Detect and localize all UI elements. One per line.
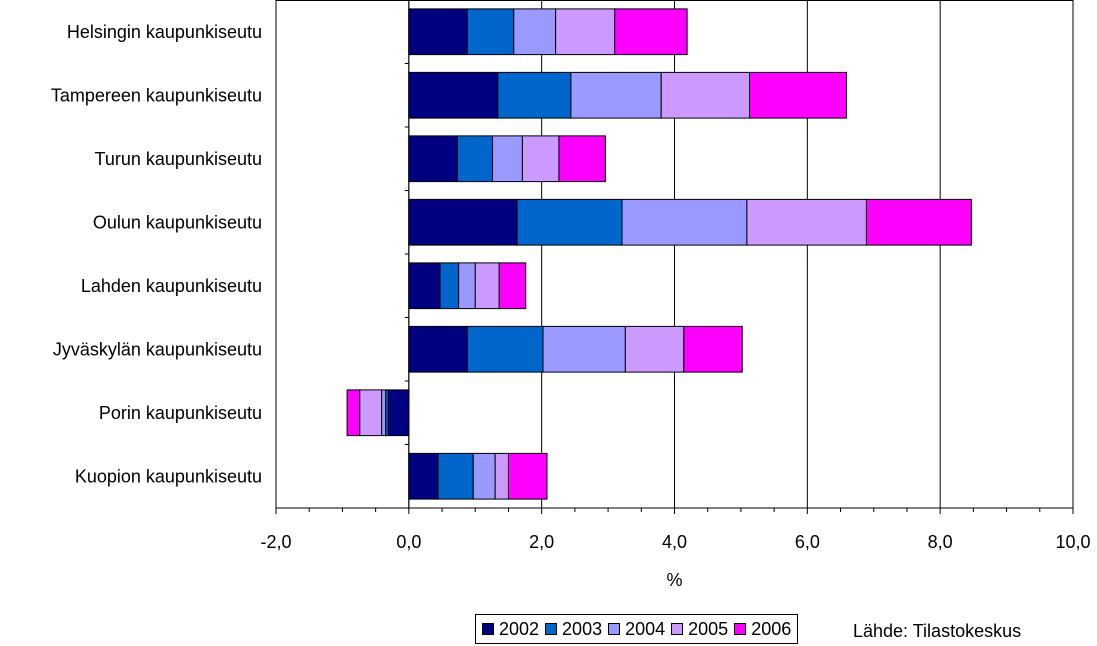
bar-segment <box>456 135 494 183</box>
legend-swatch <box>545 623 558 635</box>
bar-segment <box>381 389 387 437</box>
bar-segment <box>513 8 557 56</box>
bar-segment <box>683 325 743 373</box>
bar-segment <box>408 8 468 56</box>
bar-segment <box>408 452 439 500</box>
category-label: Jyväskylän kaupunkiseutu <box>53 339 262 359</box>
chart: -2,0 0,0 2,0 4,0 6,0 8,0 10,0% Helsingin kaupun… <box>51 0 1091 590</box>
category-label: Porin kaupunkiseutu <box>99 403 262 423</box>
bar-segment <box>494 452 509 500</box>
x-tick-label: 2,0 <box>529 532 554 552</box>
legend: 2002 2003 2004 2005 2006 <box>475 614 799 644</box>
bar-segment <box>474 262 500 310</box>
bar-segment <box>359 389 383 437</box>
x-tick-label: 6,0 <box>795 532 820 552</box>
bar-segment <box>408 325 468 373</box>
bar-segment <box>542 325 626 373</box>
x-tick-label: 10,0 <box>1055 532 1090 552</box>
bar-segment <box>466 8 515 56</box>
legend-swatch <box>608 623 621 635</box>
bar-segment <box>408 135 458 183</box>
x-axis-title: % <box>666 570 682 590</box>
bar-segment <box>458 262 476 310</box>
legend-label: 2003 <box>562 618 603 639</box>
legend-label: 2002 <box>499 618 540 639</box>
bar-segment <box>497 71 572 119</box>
bar-segment <box>521 135 560 183</box>
bar-segment <box>346 389 361 437</box>
category-label: Helsingin kaupunkiseutu <box>67 22 262 42</box>
bar-segment <box>749 71 848 119</box>
legend-item: 2003 <box>545 619 602 640</box>
category-label: Kuopion kaupunkiseutu <box>75 466 262 486</box>
legend-label: 2006 <box>751 618 792 639</box>
legend-item: 2005 <box>671 619 728 640</box>
category-label: Tampereen kaupunkiseutu <box>51 85 262 105</box>
bar-segment <box>408 71 499 119</box>
legend-label: 2004 <box>625 618 666 639</box>
legend-item: 2004 <box>608 619 665 640</box>
legend-label: 2005 <box>688 618 729 639</box>
bar-segment <box>439 262 460 310</box>
x-tick-label: 0,0 <box>396 532 421 552</box>
bar-segment <box>387 389 410 437</box>
legend-swatch <box>734 623 747 635</box>
bar-segment <box>624 325 685 373</box>
bar-segment <box>865 198 972 246</box>
bar-segment <box>614 8 688 56</box>
bar-segment <box>555 8 616 56</box>
x-tick-label: 8,0 <box>928 532 953 552</box>
legend-item: 2006 <box>734 619 791 640</box>
legend-swatch <box>671 623 684 635</box>
bar-segment <box>498 262 527 310</box>
category-label: Lahden kaupunkiseutu <box>81 276 262 296</box>
bar-segment <box>492 135 523 183</box>
bar-segment <box>507 452 548 500</box>
bar-segment <box>472 452 496 500</box>
legend-item: 2002 <box>482 619 539 640</box>
bar-segment <box>660 71 751 119</box>
x-tick-label: -2,0 <box>260 532 291 552</box>
legend-swatch <box>482 623 494 635</box>
bar-segment <box>746 198 867 246</box>
bar-segment <box>558 135 606 183</box>
bar-segment <box>621 198 748 246</box>
bar-segment <box>570 71 662 119</box>
category-label: Oulun kaupunkiseutu <box>93 212 262 232</box>
x-tick-label: 4,0 <box>662 532 687 552</box>
bar-segment <box>516 198 623 246</box>
bar-segment <box>408 198 518 246</box>
bar-segment <box>466 325 544 373</box>
bar-segment <box>408 262 441 310</box>
source-note: Lähde: Tilastokeskus <box>853 621 1022 641</box>
bar-segment <box>437 452 474 500</box>
category-label: Turun kaupunkiseutu <box>95 149 262 169</box>
